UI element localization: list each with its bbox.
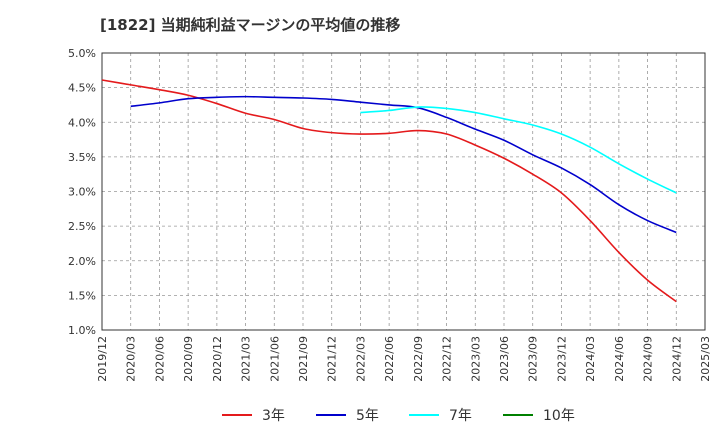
x-tick-label: 2022/03 [354, 336, 367, 382]
x-tick-label: 2023/03 [469, 336, 482, 382]
y-tick-label: 1.5% [68, 289, 96, 302]
x-tick-label: 2023/06 [498, 336, 511, 382]
legend-label: 10年 [543, 408, 575, 424]
series-layer [101, 79, 677, 303]
x-tick-label: 2024/03 [584, 336, 597, 382]
y-tick-label: 4.5% [68, 82, 96, 95]
x-tick-label: 2020/03 [125, 336, 138, 382]
x-tick-label: 2021/06 [268, 336, 281, 382]
x-tick-label: 2024/12 [670, 336, 683, 382]
x-tick-label: 2020/12 [211, 336, 224, 382]
x-tick-label: 2021/03 [240, 336, 253, 382]
series-line-1 [130, 95, 677, 234]
legend-label: 7年 [449, 408, 472, 424]
x-tick-label: 2021/12 [326, 336, 339, 382]
grid-layer [101, 52, 706, 331]
x-tick-label: 2024/06 [613, 336, 626, 382]
x-tick-label: 2022/09 [412, 336, 425, 382]
y-tick-label: 5.0% [68, 47, 96, 60]
plot-frame [101, 52, 706, 331]
x-tick-label: 2024/09 [642, 336, 655, 382]
chart-legend: 3年 5年 7年 10年 [222, 408, 575, 424]
x-tick-label: 2022/12 [441, 336, 454, 382]
x-tick-label: 2023/12 [555, 336, 568, 382]
legend-label: 5年 [356, 408, 379, 424]
x-tick-label: 2020/09 [182, 336, 195, 382]
y-tick-label: 2.0% [68, 255, 96, 268]
x-tick-label: 2019/12 [96, 336, 109, 382]
x-tick-label: 2023/09 [527, 336, 540, 382]
y-tick-label: 3.0% [68, 186, 96, 199]
x-tick-label: 2022/06 [383, 336, 396, 382]
chart-title: [1822] 当期純利益マージンの平均値の推移 [100, 16, 400, 34]
y-tick-label: 3.5% [68, 151, 96, 164]
y-tick-label: 2.5% [68, 220, 96, 233]
y-tick-label: 1.0% [68, 324, 96, 337]
legend-label: 3年 [262, 408, 285, 424]
x-tick-label: 2021/09 [297, 336, 310, 382]
axis-layer: 1.0% 1.5% 2.0% 2.5% 3.0% 3.5% 4.0% 4.5% 5.0% 2019… [68, 47, 712, 382]
x-tick-label: 2025/03 [699, 336, 712, 382]
x-tick-label: 2020/06 [153, 336, 166, 382]
series-line-2 [360, 106, 677, 194]
y-tick-label: 4.0% [68, 116, 96, 129]
